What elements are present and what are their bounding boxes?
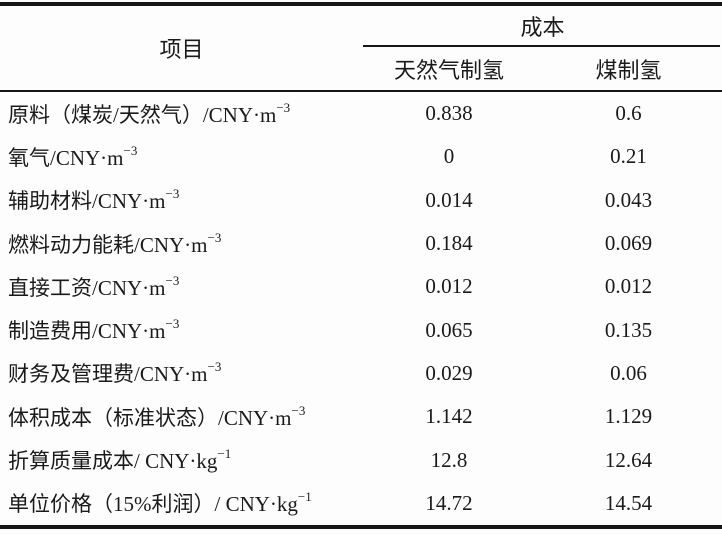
coal-value: 12.64 (604, 447, 653, 472)
table-header: 项目 成本 天然气制氢 煤制氢 (0, 6, 722, 90)
row-label: 体积成本（标准状态）/CNY·m−3 (0, 402, 363, 432)
row-label: 原料（煤炭/天然气）/CNY·m−3 (0, 99, 363, 129)
natural-gas-value: 12.8 (430, 447, 468, 472)
row-label: 氧气/CNY·m−3 (0, 142, 363, 172)
row-label: 直接工资/CNY·m−3 (0, 272, 363, 302)
row-label-text: 财务及管理费/CNY·m (8, 362, 208, 387)
table-row: 辅助材料/CNY·m−3 0.014 0.043 (0, 179, 722, 222)
natural-gas-value: 0.184 (425, 231, 473, 256)
unit-exponent: −3 (165, 186, 180, 202)
header-col-coal: 煤制氢 (595, 57, 662, 83)
table-bottom-rule (0, 525, 722, 529)
coal-value: 14.54 (604, 490, 653, 515)
coal-value: 0.043 (604, 187, 653, 212)
table-row: 直接工资/CNY·m−3 0.012 0.012 (0, 265, 722, 308)
coal-value: 1.129 (604, 404, 653, 429)
table-top-rule (0, 2, 722, 6)
row-label-text: 原料（煤炭/天然气）/CNY·m (8, 102, 277, 127)
row-label-text: 体积成本（标准状态）/CNY·m (8, 405, 292, 430)
table-body: 原料（煤炭/天然气）/CNY·m−3 0.838 0.6 氧气/CNY·m−3 … (0, 92, 722, 525)
row-label: 财务及管理费/CNY·m−3 (0, 358, 363, 388)
header-cost-label: 成本 (520, 14, 565, 40)
unit-exponent: −1 (297, 489, 312, 505)
coal-value: 0.069 (604, 231, 653, 256)
coal-value: 0.135 (604, 317, 653, 342)
header-col-natural-gas: 天然气制氢 (393, 57, 504, 83)
row-label: 折算质量成本/ CNY·kg−1 (0, 445, 363, 475)
row-label-text: 折算质量成本/ CNY·kg (8, 449, 218, 474)
table-row: 折算质量成本/ CNY·kg−1 12.8 12.64 (0, 438, 722, 481)
unit-exponent: −3 (165, 272, 180, 288)
unit-exponent: −1 (217, 446, 232, 462)
natural-gas-value: 0.029 (425, 360, 473, 385)
row-label: 辅助材料/CNY·m−3 (0, 185, 363, 215)
row-label-text: 直接工资/CNY·m (8, 275, 166, 300)
table-row: 体积成本（标准状态）/CNY·m−3 1.142 1.129 (0, 395, 722, 438)
table-row: 财务及管理费/CNY·m−3 0.029 0.06 (0, 352, 722, 395)
row-label: 单位价格（15%利润）/ CNY·kg−1 (0, 488, 363, 518)
natural-gas-value: 0.065 (425, 317, 473, 342)
table-row: 制造费用/CNY·m−3 0.065 0.135 (0, 308, 722, 351)
row-label-text: 燃料动力能耗/CNY·m (8, 232, 208, 257)
row-label-text: 单位价格（15%利润）/ CNY·kg (8, 492, 298, 517)
natural-gas-value: 0.014 (425, 187, 473, 212)
header-subcolumns: 天然气制氢 煤制氢 (363, 45, 722, 90)
row-label: 制造费用/CNY·m−3 (0, 315, 363, 345)
header-cost-group: 成本 天然气制氢 煤制氢 (363, 6, 722, 90)
row-label-text: 制造费用/CNY·m (8, 319, 166, 344)
unit-exponent: −3 (207, 359, 222, 375)
header-item-cell: 项目 (159, 37, 204, 62)
natural-gas-value: 14.72 (425, 490, 473, 515)
table-row: 单位价格（15%利润）/ CNY·kg−1 14.72 14.54 (0, 482, 722, 525)
coal-value: 0.21 (610, 144, 647, 169)
table-row: 燃料动力能耗/CNY·m−3 0.184 0.069 (0, 222, 722, 265)
natural-gas-value: 0 (443, 144, 455, 169)
header-bottom-rule (0, 90, 722, 92)
row-label-text: 辅助材料/CNY·m (8, 189, 166, 214)
unit-exponent: −3 (291, 402, 306, 418)
table-row: 原料（煤炭/天然气）/CNY·m−3 0.838 0.6 (0, 92, 722, 135)
cost-spanner-rule (363, 45, 720, 47)
row-label: 燃料动力能耗/CNY·m−3 (0, 229, 363, 259)
unit-exponent: −3 (207, 229, 222, 245)
unit-exponent: −3 (165, 316, 180, 332)
table-row: 氧气/CNY·m−3 0 0.21 (0, 135, 722, 178)
coal-value: 0.6 (615, 101, 642, 126)
natural-gas-value: 1.142 (425, 404, 473, 429)
unit-exponent: −3 (123, 142, 138, 158)
natural-gas-value: 0.012 (425, 274, 473, 299)
coal-value: 0.06 (610, 360, 647, 385)
row-label-text: 氧气/CNY·m (8, 145, 124, 170)
natural-gas-value: 0.838 (425, 101, 473, 126)
coal-value: 0.012 (604, 274, 653, 299)
unit-exponent: −3 (276, 99, 291, 115)
